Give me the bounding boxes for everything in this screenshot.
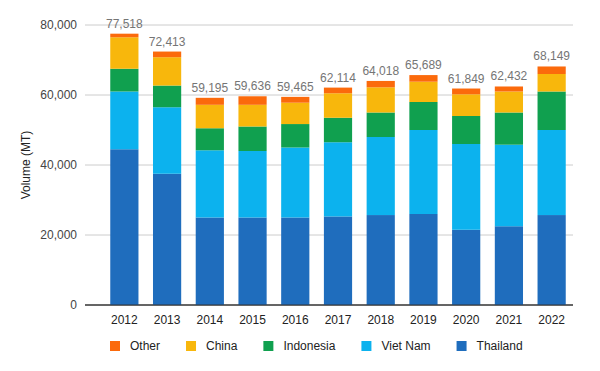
total-label: 77,518: [106, 17, 143, 31]
bar-segment: [238, 96, 266, 105]
total-label: 68,149: [533, 49, 570, 63]
legend-swatch: [457, 341, 467, 351]
y-tick-label: 40,000: [40, 158, 77, 172]
bar-segment: [324, 93, 352, 118]
bar-segment: [153, 52, 181, 58]
chart: 0 20,000 40,000 60,000 80,000 Volume (MT) 77,5…: [0, 0, 600, 371]
x-tick-label: 2017: [325, 313, 352, 327]
legend-swatch: [361, 341, 371, 351]
total-label: 59,195: [191, 81, 228, 95]
x-tick-label: 2013: [154, 313, 181, 327]
bar-segment: [281, 103, 309, 124]
bar-segment: [324, 142, 352, 216]
total-label: 72,413: [149, 35, 186, 49]
bar-segment: [367, 137, 395, 215]
x-tick-label: 2022: [538, 313, 565, 327]
total-label: 59,465: [277, 80, 314, 94]
bar-segment: [110, 69, 138, 92]
bar-segment: [196, 98, 224, 105]
bar-segment: [367, 113, 395, 138]
bar-segment: [238, 127, 266, 152]
bar-segment: [324, 88, 352, 94]
total-label: 62,114: [320, 71, 356, 85]
x-axis-line: [85, 305, 573, 306]
bar-segment: [196, 128, 224, 150]
bar-segment: [538, 66, 566, 74]
bar-segment: [367, 81, 395, 87]
x-tick-label: 2012: [111, 313, 138, 327]
legend-label: China: [206, 339, 238, 353]
legend-swatch: [186, 341, 196, 351]
bars: [110, 34, 565, 305]
total-label: 64,018: [362, 64, 399, 78]
total-label: 59,636: [234, 79, 271, 93]
y-tick-label: 0: [70, 298, 77, 312]
x-tick-label: 2019: [410, 313, 437, 327]
x-tick-label: 2020: [453, 313, 480, 327]
y-axis-title: Volume (MT): [19, 131, 33, 200]
bar-segment: [452, 230, 480, 305]
bar-segment: [110, 34, 138, 38]
bar-segment: [495, 226, 523, 305]
legend: Other China Indonesia Viet Nam Thailand: [110, 339, 523, 353]
x-tick-label: 2018: [367, 313, 394, 327]
bar-segment: [538, 92, 566, 131]
bar-segment: [538, 130, 566, 215]
bar-segment: [110, 37, 138, 69]
bar-segment: [367, 215, 395, 305]
bar-segment: [495, 113, 523, 145]
bar-segment: [452, 94, 480, 116]
bar-segment: [110, 149, 138, 305]
legend-swatch: [263, 341, 273, 351]
bar-segment: [409, 214, 437, 305]
bar-segment: [495, 86, 523, 91]
legend-label: Viet Nam: [381, 339, 430, 353]
bar-segment: [238, 218, 266, 306]
bar-segment: [495, 145, 523, 227]
bar-segment: [281, 97, 309, 103]
bar-segment: [281, 218, 309, 306]
y-tick-label: 60,000: [40, 88, 77, 102]
bar-segment: [538, 74, 566, 92]
legend-label: Other: [130, 339, 160, 353]
bar-segment: [238, 105, 266, 127]
grid-line: [85, 305, 573, 306]
bar-segment: [281, 124, 309, 147]
total-label: 62,432: [491, 69, 528, 83]
bar-segment: [324, 216, 352, 305]
bar-segment: [324, 118, 352, 143]
bar-segment: [196, 150, 224, 217]
bar-segment: [281, 148, 309, 218]
bar-segment: [196, 218, 224, 306]
bar-segment: [153, 174, 181, 305]
bar-segment: [238, 151, 266, 218]
bar-segment: [196, 105, 224, 128]
bar-segment: [409, 102, 437, 130]
y-tick-label: 20,000: [40, 228, 77, 242]
bar-segment: [409, 130, 437, 214]
bar-segment: [153, 57, 181, 85]
bar-segment: [452, 144, 480, 230]
bar-segment: [153, 107, 181, 174]
total-label: 61,849: [448, 72, 485, 86]
legend-swatch: [110, 341, 120, 351]
bar-segment: [452, 89, 480, 95]
bar-segment: [367, 87, 395, 112]
bar-segment: [153, 86, 181, 108]
bar-segment: [409, 75, 437, 82]
bar-segment: [110, 92, 138, 150]
bar-segment: [495, 92, 523, 113]
bar-segment: [538, 215, 566, 305]
grid-line: [85, 25, 573, 26]
bar-segment: [409, 82, 437, 102]
legend-label: Indonesia: [283, 339, 335, 353]
total-label: 65,689: [405, 58, 442, 72]
legend-label: Thailand: [477, 339, 523, 353]
x-tick-label: 2016: [282, 313, 309, 327]
bar-segment: [452, 116, 480, 144]
y-tick-label: 80,000: [40, 18, 77, 32]
x-tick-label: 2021: [496, 313, 523, 327]
x-tick-label: 2015: [239, 313, 266, 327]
x-tick-label: 2014: [196, 313, 223, 327]
